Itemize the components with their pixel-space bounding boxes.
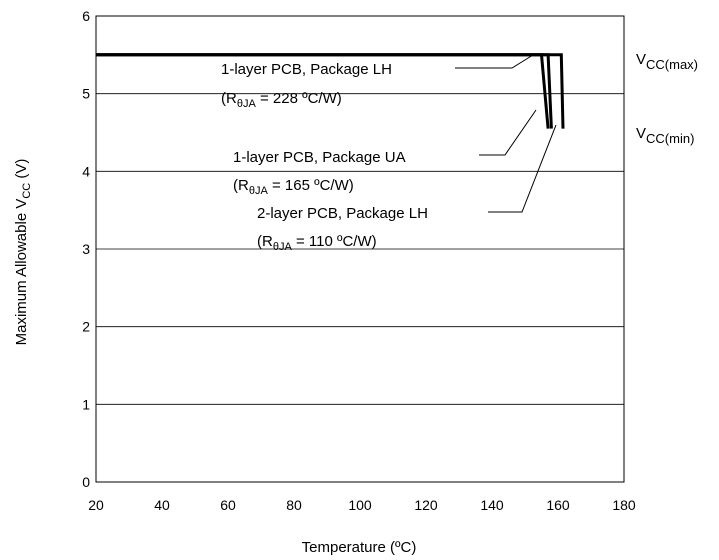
x-tick-label: 160	[546, 497, 570, 513]
annotation-leader-3	[488, 124, 557, 213]
vcc-max-label-main: V	[636, 51, 646, 68]
annotation-leaders	[455, 54, 557, 213]
annotation-2: 1-layer PCB, Package UA (RθJA = 165 ºC/W)	[233, 149, 406, 197]
x-tick-label: 20	[88, 497, 104, 513]
vcc-min-label-sub: CC(min)	[646, 131, 694, 146]
vcc-max-label-sub: CC(max)	[646, 57, 698, 72]
x-tick-label: 120	[414, 497, 438, 513]
annotation-label: 2-layer PCB, Package LH	[257, 205, 428, 222]
y-tick-label: 1	[82, 396, 90, 412]
annotation-theta: (RθJA = 165 ºC/W)	[233, 177, 354, 197]
y-tick-label: 3	[82, 241, 90, 257]
series-lines	[96, 53, 565, 129]
y-tick-label: 6	[82, 8, 90, 24]
x-tick-label: 80	[286, 497, 302, 513]
y-axis-label-unit: (V)	[13, 159, 30, 183]
plot-area-frame	[95, 15, 625, 483]
x-tick-label: 140	[480, 497, 504, 513]
annotation-theta: (RθJA = 110 ºC/W)	[257, 233, 377, 253]
annotation-leader-2	[479, 109, 537, 156]
y-tick-label: 2	[82, 319, 90, 335]
annotation-leader-1	[455, 54, 534, 69]
annotations: 1-layer PCB, Package LH (RθJA = 228 ºC/W)…	[221, 61, 428, 253]
y-tick-label: 4	[82, 163, 90, 179]
series-line-3	[96, 53, 565, 129]
vcc-max-label: VCC(max)	[636, 51, 698, 72]
y-axis-label: Maximum Allowable VCC (V)	[13, 159, 33, 346]
annotation-1: 1-layer PCB, Package LH (RθJA = 228 ºC/W)	[221, 61, 392, 110]
x-tick-label: 100	[348, 497, 372, 513]
annotation-label: 1-layer PCB, Package LH	[221, 61, 392, 78]
y-tick-label: 0	[82, 474, 90, 490]
annotation-theta: (RθJA = 228 ºC/W)	[221, 90, 342, 110]
annotation-3: 2-layer PCB, Package LH (RθJA = 110 ºC/W)	[257, 205, 428, 253]
vcc-min-label-main: V	[636, 125, 646, 142]
x-axis-label: Temperature (ºC)	[302, 539, 417, 556]
y-axis-label-main: Maximum Allowable V	[13, 199, 30, 346]
grid-lines	[96, 93, 624, 405]
y-axis-label-sub: CC	[21, 183, 33, 199]
y-tick-label: 5	[82, 86, 90, 102]
x-tick-label: 40	[154, 497, 170, 513]
x-tick-label: 60	[220, 497, 236, 513]
annotation-label: 1-layer PCB, Package UA	[233, 149, 406, 166]
x-tick-label: 180	[612, 497, 636, 513]
vcc-min-label: VCC(min)	[636, 125, 694, 146]
tick-labels: 20 40 60 80 100 120 140 160 180 0 1 2 3 4 5 6	[82, 8, 636, 513]
